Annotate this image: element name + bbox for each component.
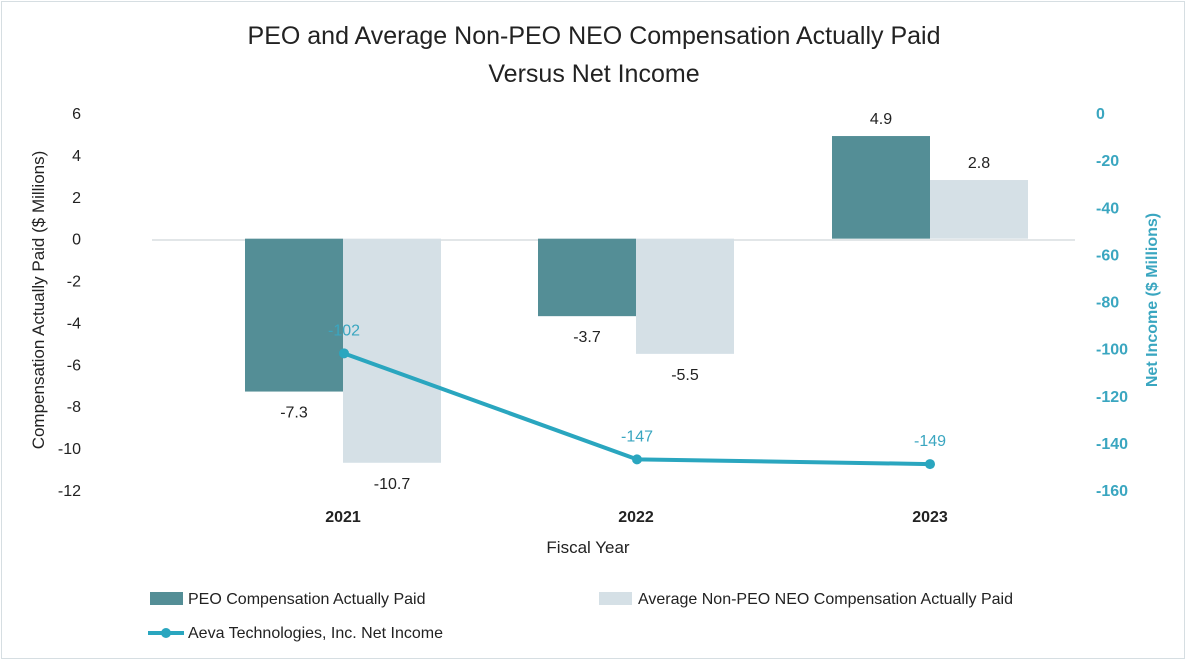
y2-axis-label: Net Income ($ Millions) xyxy=(1144,213,1161,387)
legend: PEO Compensation Actually Paid Average N… xyxy=(148,591,1013,642)
bar-peo xyxy=(832,136,930,239)
y2-tick-label: -160 xyxy=(1096,483,1128,500)
legend-label-net-income: Aeva Technologies, Inc. Net Income xyxy=(188,625,443,642)
legend-swatch-net-income-marker xyxy=(161,628,171,638)
legend-label-peo: PEO Compensation Actually Paid xyxy=(188,591,425,608)
y-tick-label: -4 xyxy=(67,315,81,332)
bar-peo xyxy=(245,238,343,392)
net-income-data-label: -102 xyxy=(328,322,360,339)
y-tick-label: -8 xyxy=(67,399,81,416)
bar-data-label: -10.7 xyxy=(374,476,411,493)
y2-tick-label: -120 xyxy=(1096,389,1128,406)
x-axis-label: Fiscal Year xyxy=(546,538,629,557)
y2-tick-label: -140 xyxy=(1096,436,1128,453)
net-income-point xyxy=(632,454,642,465)
y-tick-label: 6 xyxy=(72,106,81,123)
bar-non-peo xyxy=(343,238,441,463)
x-category-label: 2023 xyxy=(912,509,948,526)
net-income-data-label: -149 xyxy=(914,433,946,450)
left-axis-ticks: 6 4 2 0 -2 -4 -6 -8 -10 -12 xyxy=(58,106,81,500)
y-tick-label: 0 xyxy=(72,232,81,249)
bars: -7.3 -3.7 4.9 -10.7 -5.5 2.8 xyxy=(245,111,1028,493)
x-category-label: 2021 xyxy=(325,509,361,526)
y2-tick-label: -20 xyxy=(1096,153,1119,170)
bar-data-label: 2.8 xyxy=(968,155,990,172)
legend-swatch-non-peo xyxy=(599,592,632,605)
net-income-point xyxy=(925,459,935,470)
bar-data-label: -7.3 xyxy=(280,405,308,422)
y2-tick-label: -60 xyxy=(1096,247,1119,264)
legend-swatch-peo xyxy=(150,592,183,605)
net-income-point xyxy=(339,348,349,359)
bar-non-peo xyxy=(636,238,734,354)
y2-tick-label: 0 xyxy=(1096,106,1105,123)
y-tick-label: -6 xyxy=(67,357,81,374)
y2-tick-label: -40 xyxy=(1096,200,1119,217)
y2-tick-label: -100 xyxy=(1096,342,1128,359)
bar-non-peo xyxy=(930,180,1028,239)
legend-label-non-peo: Average Non-PEO NEO Compensation Actuall… xyxy=(638,591,1013,608)
chart-title-line-2: Versus Net Income xyxy=(488,60,699,88)
net-income-line: -102 -147 -149 xyxy=(328,322,946,470)
y-tick-label: 4 xyxy=(72,148,81,165)
y-axis-label: Compensation Actually Paid ($ Millions) xyxy=(29,151,48,450)
right-axis-ticks: 0 -20 -40 -60 -80 -100 -120 -140 -160 xyxy=(1096,106,1128,500)
category-labels: 2021 2022 2023 xyxy=(325,509,948,526)
chart-title-line-1: PEO and Average Non-PEO NEO Compensation… xyxy=(248,22,941,50)
bar-data-label: 4.9 xyxy=(870,111,892,128)
bar-data-label: -5.5 xyxy=(671,367,699,384)
y-tick-label: -12 xyxy=(58,483,81,500)
bar-peo xyxy=(538,238,636,317)
bar-data-label: -3.7 xyxy=(573,329,601,346)
y-tick-label: 2 xyxy=(72,190,81,207)
y-tick-label: -10 xyxy=(58,441,81,458)
y-tick-label: -2 xyxy=(67,274,81,291)
x-category-label: 2022 xyxy=(618,509,654,526)
y2-tick-label: -80 xyxy=(1096,295,1119,312)
net-income-data-label: -147 xyxy=(621,428,653,445)
